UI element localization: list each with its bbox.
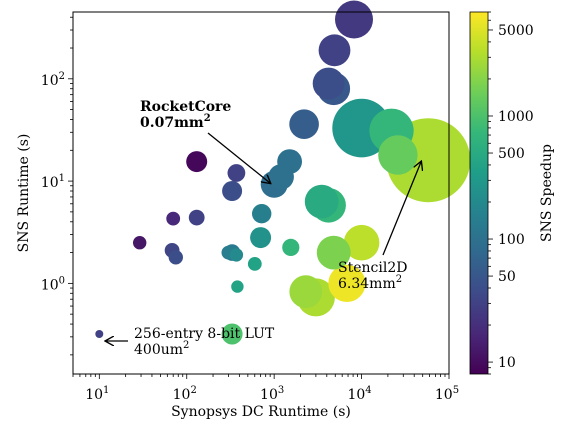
bubble-point [222,181,243,201]
colorbar-tick-label: 5000 [498,23,534,39]
bubble-point [166,211,181,226]
colorbar-label: SNS Speedup [539,144,555,242]
bubble-point [133,236,147,250]
bubble-point [168,250,183,265]
colorbar-gradient [469,11,489,375]
annotation-arrow [382,162,421,256]
colorbar: 10 50 100 500 1000 5000 SNS Speedup [469,11,555,375]
y-tick-label: 101 [41,173,65,191]
bubble-point [250,227,272,249]
x-tick-label: 101 [85,385,109,403]
colorbar-tick-label: 10 [498,355,516,371]
bubble-point [289,275,323,309]
bubble-point [229,248,244,262]
bubble-point [335,0,373,39]
bubble-point [282,238,300,256]
bubble-point [312,67,345,100]
annotation-area: 0.07mm2 [140,113,211,131]
bubble-point [247,257,262,271]
x-axis-title: Synopsys DC Runtime (s) [171,404,351,420]
annotation-area: 400um2 [134,340,189,358]
colorbar-tick-label: 100 [498,232,525,248]
bubble-point [227,164,246,182]
bubble-point [186,151,208,173]
colorbar-tick-label: 500 [498,146,525,162]
x-axis: 101 102 103 104 105 [72,374,459,403]
bubble-point [221,323,243,345]
y-tick-label: 100 [41,275,65,293]
bubble-point [343,224,380,261]
bubble-point [95,330,104,338]
bubble-layer [95,0,471,345]
annotation-area: 6.34mm2 [338,274,402,292]
annotation-label: RocketCore [140,99,231,115]
y-tick-label: 102 [41,71,65,89]
y-axis: 100 101 102 [41,16,73,356]
colorbar-tick-label: 1000 [498,109,534,125]
bubble-point [304,184,339,219]
y-axis-title: SNS Runtime (s) [16,134,32,253]
x-tick-label: 102 [173,385,197,403]
bubble-point [378,135,418,175]
bubble-point [318,34,351,67]
bubble-point [188,209,205,226]
annotation-label: Stencil2D [338,260,407,276]
plot-frame [72,11,450,375]
bubble-point [231,280,244,293]
bubble-point [252,204,272,224]
bubble-point [328,264,366,302]
bubble-point [289,109,319,139]
x-tick-label: 103 [260,385,284,403]
bubble-point [277,149,302,175]
x-tick-label: 104 [347,385,371,403]
annotation-label: 256-entry 8-bit LUT [134,326,275,342]
colorbar-tick-label: 50 [498,269,516,285]
x-tick-label: 105 [435,385,459,403]
bubble-point [316,235,351,270]
annotation-arrow [207,132,270,183]
